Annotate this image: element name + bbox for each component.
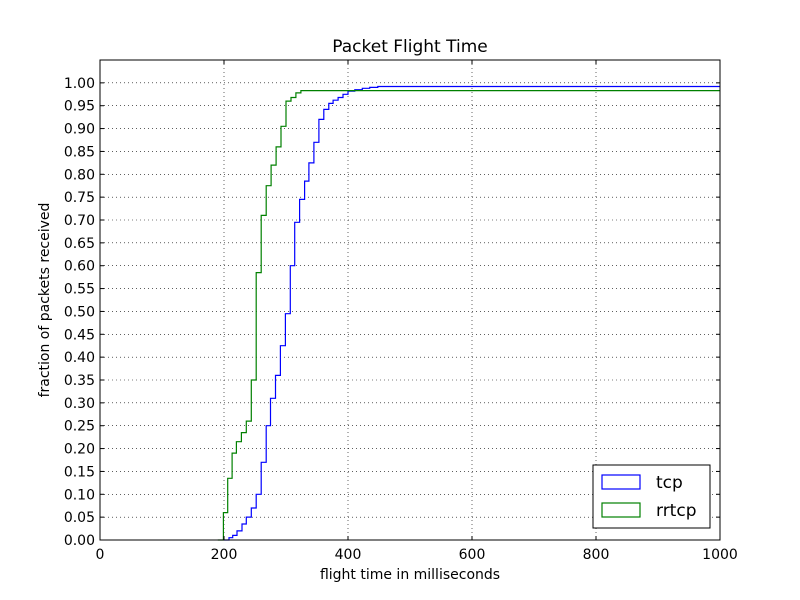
y-tick-label: 0.20	[64, 442, 95, 458]
y-tick-label: 0.75	[64, 190, 95, 206]
x-tick-label: 800	[583, 547, 610, 563]
x-tick-label: 400	[335, 547, 362, 563]
legend: tcp rrtcp	[592, 464, 711, 529]
x-tick-label: 1000	[702, 547, 738, 563]
plot-frame	[99, 59, 721, 541]
grid	[100, 60, 720, 540]
y-axis-label: fraction of packets received	[37, 203, 53, 398]
y-tick-label: 0.70	[64, 213, 95, 229]
y-tick-label: 0.80	[64, 167, 95, 183]
y-tick-label: 0.10	[64, 487, 95, 503]
ticks: 0 200 400 600 800 1000 0.00 0.05 0.10 0.15 0.20 0.2…	[64, 60, 738, 563]
y-tick-label: 0.00	[64, 533, 95, 549]
y-tick-label: 0.35	[64, 373, 95, 389]
series-rrtcp-line	[217, 90, 720, 541]
x-axis-label: flight time in milliseconds	[320, 567, 500, 583]
y-tick-label: 0.30	[64, 396, 95, 412]
y-tick-label: 0.05	[64, 510, 95, 526]
y-tick-label: 1.00	[64, 76, 95, 92]
series-tcp-line	[224, 85, 720, 541]
y-tick-label: 0.15	[64, 464, 95, 480]
y-tick-label: 0.50	[64, 304, 95, 320]
legend-label-tcp: tcp	[656, 473, 683, 493]
legend-swatch-tcp	[601, 474, 641, 490]
legend-swatch-rrtcp	[601, 502, 641, 518]
y-tick-label: 0.40	[64, 350, 95, 366]
y-tick-label: 0.90	[64, 122, 95, 138]
y-tick-label: 0.55	[64, 282, 95, 298]
y-tick-label: 0.25	[64, 419, 95, 435]
y-tick-label: 0.65	[64, 236, 95, 252]
y-tick-label: 0.60	[64, 259, 95, 275]
x-tick-label: 600	[459, 547, 486, 563]
x-tick-label: 0	[96, 547, 105, 563]
series-layer	[217, 85, 720, 541]
y-tick-label: 0.85	[64, 144, 95, 160]
chart-title: Packet Flight Time	[332, 37, 487, 57]
y-tick-label: 0.95	[64, 99, 95, 115]
legend-label-rrtcp: rrtcp	[656, 501, 696, 521]
y-tick-label: 0.45	[64, 327, 95, 343]
x-tick-label: 200	[211, 547, 238, 563]
